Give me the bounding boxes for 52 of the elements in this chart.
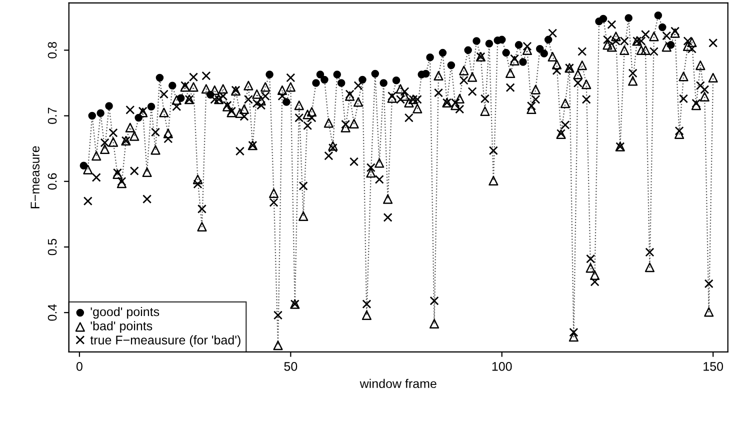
point: [358, 76, 366, 84]
point: [540, 50, 548, 58]
point: [320, 76, 328, 84]
point: [599, 14, 608, 23]
point: [337, 79, 346, 87]
point: [544, 36, 552, 44]
point: [426, 54, 434, 62]
point: [88, 112, 96, 120]
point: [472, 37, 480, 45]
point: [514, 41, 523, 49]
point: [658, 23, 666, 32]
x-tick-label: 0: [76, 362, 82, 371]
point: [380, 79, 388, 87]
point: [333, 70, 342, 78]
point: [447, 61, 456, 70]
point: [438, 48, 447, 57]
point: [80, 162, 88, 170]
x-tick-label: 50: [284, 362, 298, 371]
x-tick-label: 150: [704, 362, 724, 371]
y-tick-label: 0.4: [48, 304, 57, 321]
x-axis-title: window frame: [360, 378, 436, 388]
point: [266, 70, 274, 78]
point: [282, 98, 290, 106]
point: [654, 12, 662, 20]
point: [624, 14, 632, 22]
y-tick-label: 0.7: [48, 108, 57, 124]
legend-label: true F−meausure (for 'bad'): [90, 335, 240, 347]
point: [519, 58, 527, 66]
y-axis-title: F−measure: [30, 146, 40, 208]
point: [147, 102, 156, 110]
point: [134, 114, 142, 122]
point: [312, 79, 320, 87]
point: [502, 48, 510, 57]
point: [464, 46, 472, 54]
point: [96, 109, 104, 118]
point: [371, 70, 380, 78]
point: [392, 76, 400, 84]
x-tick-label: 100: [492, 362, 512, 371]
point: [176, 94, 185, 102]
point: [105, 102, 113, 110]
point: [536, 44, 544, 53]
y-tick-label: 0.6: [48, 173, 57, 190]
y-tick-label: 0.8: [48, 42, 57, 58]
legend-label: 'good' points: [90, 306, 160, 319]
point: [168, 82, 176, 90]
point: [316, 70, 324, 78]
point: [485, 40, 494, 48]
point: [156, 74, 164, 82]
y-tick-label: 0.5: [48, 238, 57, 256]
point: [206, 90, 214, 99]
legend-label: 'bad' points: [90, 321, 152, 333]
point: [666, 41, 675, 49]
